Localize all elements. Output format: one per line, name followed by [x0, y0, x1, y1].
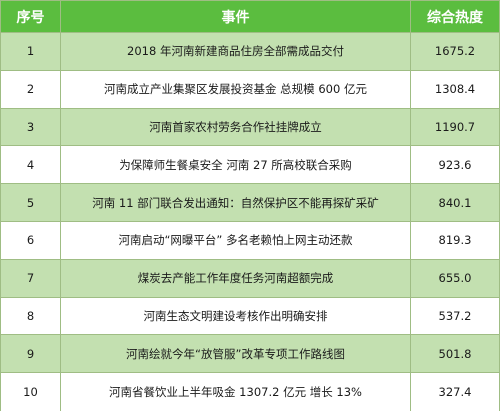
row-index: 8 — [1, 297, 61, 335]
row-index: 7 — [1, 259, 61, 297]
row-event: 河南启动“网曝平台” 多名老赖怕上网主动还款 — [61, 221, 411, 259]
row-heat: 1190.7 — [434, 119, 476, 134]
header-heat: 综合热度 — [427, 9, 483, 26]
row-event: 河南 11 部门联合发出通知：自然保护区不能再探矿采矿 — [61, 184, 411, 221]
row-event: 煤炭去产能工作年度任务河南超额完成 — [61, 259, 411, 297]
row-index: 1 — [1, 33, 61, 70]
row-index: 5 — [1, 184, 61, 221]
row-index: 4 — [1, 146, 61, 184]
table-row: 6 河南启动“网曝平台” 多名老赖怕上网主动还款 819.3 — [1, 221, 499, 260]
table-row: 3 河南首家农村劳务合作社挂牌成立 1190.7 — [1, 108, 499, 147]
row-heat: 655.0 — [438, 271, 472, 286]
row-event: 河南成立产业集聚区发展投资基金 总规模 600 亿元 — [61, 70, 411, 108]
row-event: 河南首家农村劳务合作社挂牌成立 — [61, 108, 411, 146]
row-index: 10 — [1, 373, 61, 411]
row-heat: 819.3 — [438, 233, 472, 248]
row-heat: 501.8 — [438, 346, 472, 361]
table-row: 4 为保障师生餐桌安全 河南 27 所高校联合采购 923.6 — [1, 146, 499, 185]
table-row: 10 河南省餐饮业上半年吸金 1307.2 亿元 增长 13% 327.4 — [1, 373, 499, 411]
table-row: 7 煤炭去产能工作年度任务河南超额完成 655.0 — [1, 259, 499, 298]
row-index: 3 — [1, 108, 61, 146]
table-row: 5 河南 11 部门联合发出通知：自然保护区不能再探矿采矿 840.1 — [1, 184, 499, 222]
row-event: 2018 年河南新建商品住房全部需成品交付 — [61, 33, 411, 70]
row-index: 9 — [1, 335, 61, 373]
table-row: 2 河南成立产业集聚区发展投资基金 总规模 600 亿元 1308.4 — [1, 70, 499, 109]
table-row: 8 河南生态文明建设考核作出明确安排 537.2 — [1, 297, 499, 336]
table-row: 9 河南绘就今年“放管服”改革专项工作路线图 501.8 — [1, 335, 499, 374]
header-index: 序号 — [1, 1, 61, 32]
row-heat: 923.6 — [438, 157, 472, 172]
row-index: 2 — [1, 70, 61, 108]
row-heat: 537.2 — [438, 308, 472, 323]
row-heat: 327.4 — [438, 385, 472, 400]
row-event: 河南省餐饮业上半年吸金 1307.2 亿元 增长 13% — [61, 373, 411, 411]
table-header: 序号 事件 综合热度 — [1, 1, 499, 33]
row-heat: 1308.4 — [434, 82, 476, 97]
row-heat: 1675.2 — [434, 44, 476, 59]
row-event: 河南生态文明建设考核作出明确安排 — [61, 297, 411, 335]
row-event: 河南绘就今年“放管服”改革专项工作路线图 — [61, 335, 411, 373]
row-heat: 840.1 — [438, 195, 472, 210]
row-event: 为保障师生餐桌安全 河南 27 所高校联合采购 — [61, 146, 411, 184]
header-event: 事件 — [61, 1, 411, 32]
row-index: 6 — [1, 221, 61, 259]
table-row: 1 2018 年河南新建商品住房全部需成品交付 1675.2 — [1, 33, 499, 71]
